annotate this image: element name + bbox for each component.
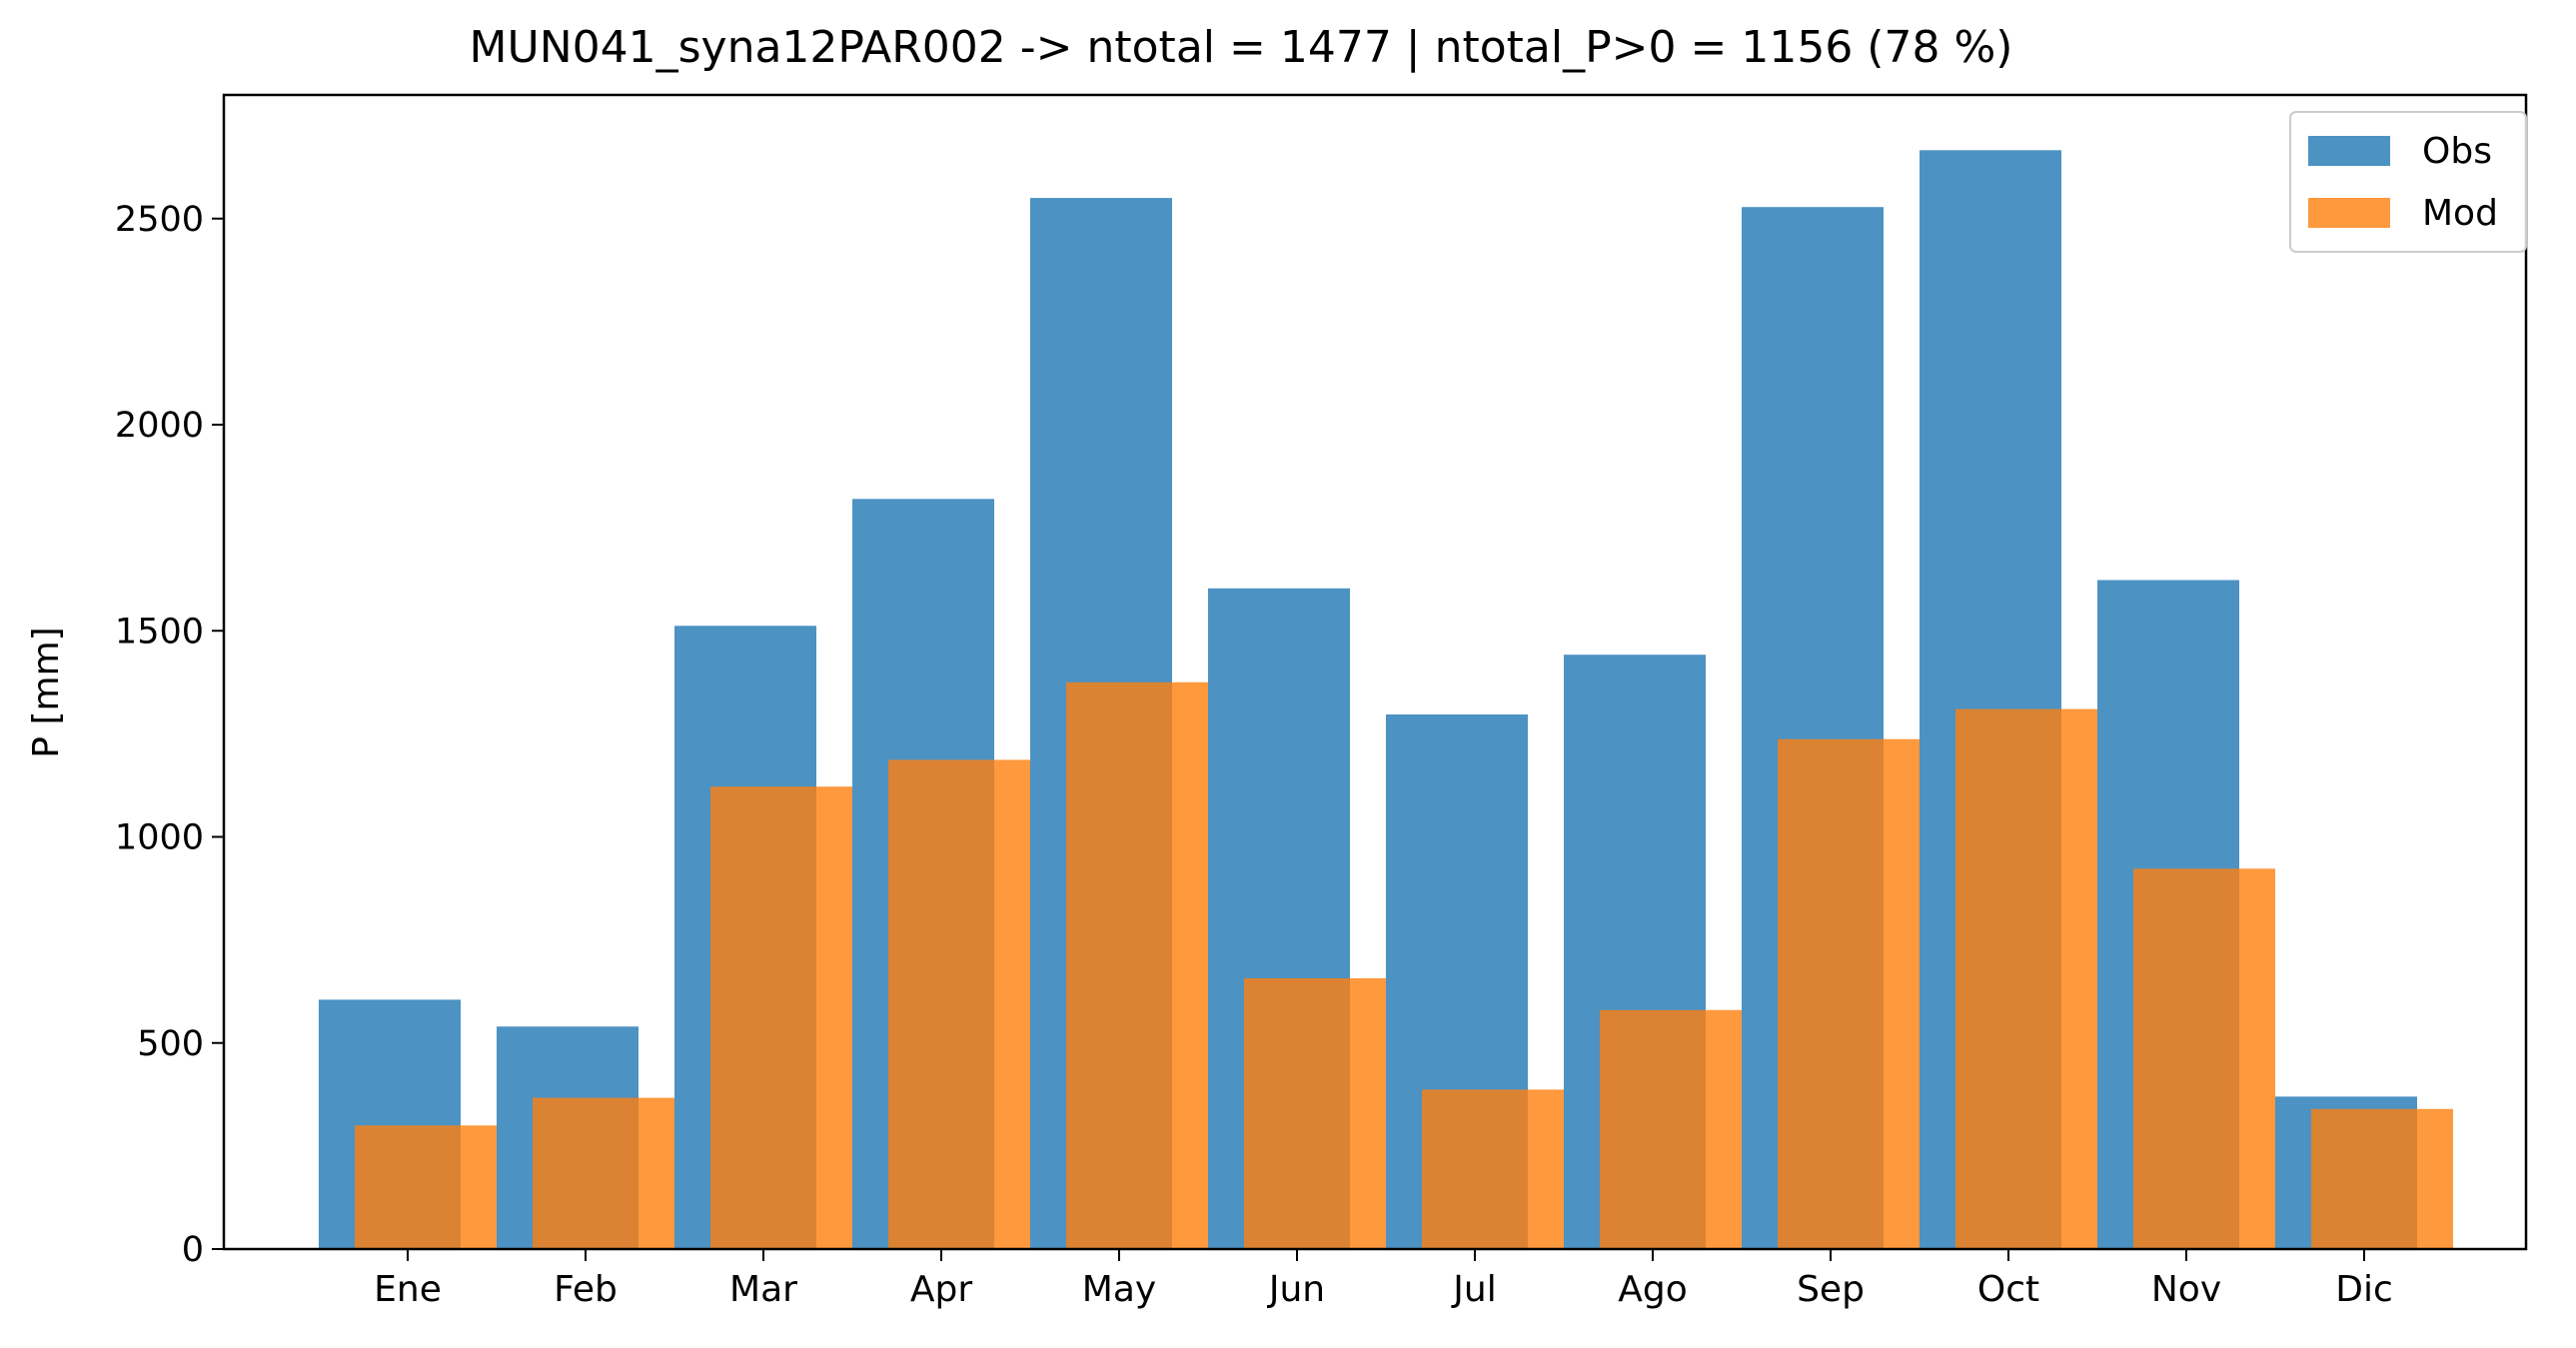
bars-layer xyxy=(319,150,2453,1250)
bar-mod-nov xyxy=(2133,868,2275,1249)
x-tick-label: Sep xyxy=(1797,1269,1865,1310)
x-tick-label: Jul xyxy=(1451,1269,1496,1310)
bar-mod-feb xyxy=(533,1097,674,1249)
legend-label-mod: Mod xyxy=(2422,193,2498,234)
bar-mod-jun xyxy=(1244,978,1386,1249)
legend: Obs Mod xyxy=(2289,111,2527,253)
bar-mod-ene xyxy=(355,1125,497,1250)
chart-title: MUN041_syna12PAR002 -> ntotal = 1477 | n… xyxy=(470,22,2013,73)
axes-layer: 0 500 1000 1500 2000 2500 Ene Feb Mar Apr May Jun Ju… xyxy=(115,93,2528,1310)
legend-label-obs: Obs xyxy=(2422,131,2492,172)
y-axis-label: P [mm] xyxy=(26,627,67,757)
y-tick-label: 2500 xyxy=(115,200,204,240)
y-tick-label: 1000 xyxy=(115,818,204,858)
legend-swatch-obs xyxy=(2308,136,2390,166)
bar-mod-mar xyxy=(710,786,852,1249)
bar-mod-may xyxy=(1066,681,1208,1249)
legend-swatch-mod xyxy=(2308,198,2390,228)
plot-frame xyxy=(222,93,2528,1251)
y-tick-label: 500 xyxy=(137,1024,204,1064)
x-tick-label: Apr xyxy=(910,1269,972,1310)
y-tick-label: 2000 xyxy=(115,406,204,446)
x-tick-label: Feb xyxy=(554,1269,618,1310)
y-tick-label: 1500 xyxy=(115,612,204,652)
x-tick-label: Ago xyxy=(1618,1269,1688,1310)
x-tick-label: Jun xyxy=(1267,1269,1325,1310)
x-tick-label: Oct xyxy=(1977,1269,2039,1310)
y-tick-label: 0 xyxy=(182,1230,204,1270)
x-tick-label: Dic xyxy=(2335,1269,2393,1310)
x-tick-label: May xyxy=(1082,1269,1156,1310)
bar-mod-sep xyxy=(1778,738,1920,1249)
x-tick-label: Ene xyxy=(374,1269,442,1310)
bar-mod-apr xyxy=(888,759,1030,1249)
bar-mod-jul xyxy=(1422,1089,1564,1249)
bar-mod-dic xyxy=(2311,1108,2453,1250)
bar-mod-ago xyxy=(1600,1009,1742,1250)
bar-mod-oct xyxy=(1955,708,2097,1249)
x-tick-label: Mar xyxy=(729,1269,797,1310)
x-tick-label: Nov xyxy=(2151,1269,2221,1310)
